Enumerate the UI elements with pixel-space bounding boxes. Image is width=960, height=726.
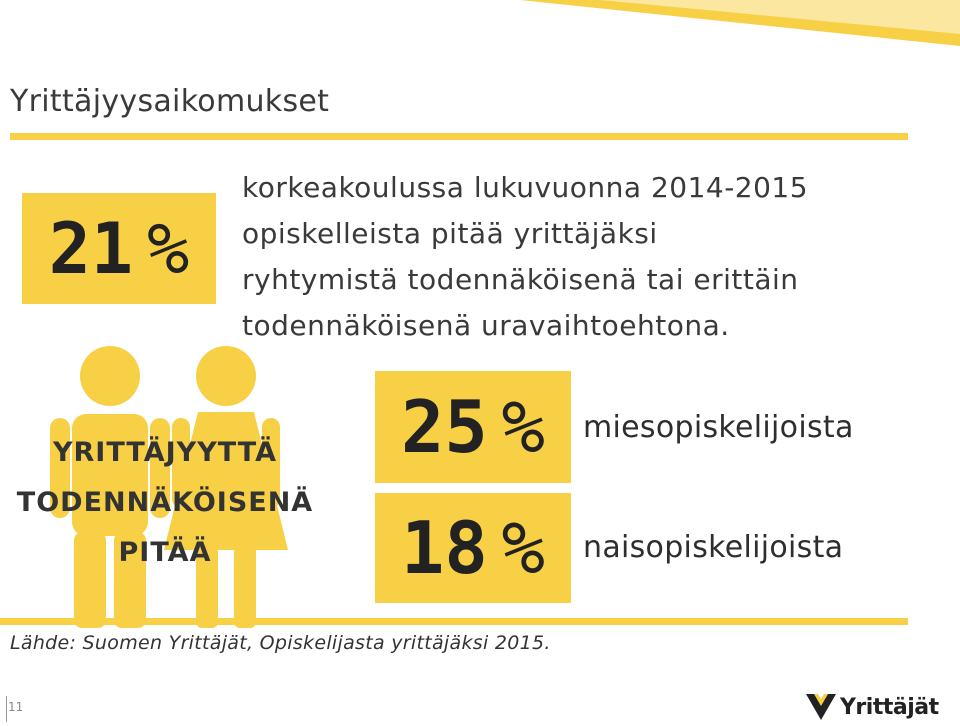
description-line: opiskelleista pitää yrittäjäksi xyxy=(242,217,658,250)
page-title: Yrittäjyysaikomukset xyxy=(10,84,330,119)
female-percentage-badge: 18 % xyxy=(375,493,571,603)
male-figure-icon xyxy=(50,346,170,628)
main-percentage-value: 21 xyxy=(48,207,134,290)
yrittajat-logo-icon xyxy=(806,694,836,720)
title-underline xyxy=(10,133,908,140)
female-percentage-sign: % xyxy=(501,506,546,590)
source-citation: Lähde: Suomen Yrittäjät, Opiskelijasta y… xyxy=(10,632,551,654)
male-students-label: miesopiskelijoista xyxy=(583,410,854,445)
description-line: korkeakoulussa lukuvuonna 2014-2015 xyxy=(242,171,809,204)
logo-text: Yrittäjät xyxy=(840,694,939,720)
description-line: ryhtymistä todennäköisenä tai erittäin xyxy=(242,263,799,296)
description-line: todennäköisenä uravaihtoehtona. xyxy=(242,309,730,342)
caption-line: YRITTÄJYYTTÄ xyxy=(52,437,278,468)
female-figure-icon xyxy=(164,346,288,628)
figure-caption: YRITTÄJYYTTÄ TODENNÄKÖISENÄ PITÄÄ xyxy=(0,428,330,578)
caption-line: PITÄÄ xyxy=(118,537,212,568)
male-percentage-sign: % xyxy=(501,385,546,469)
female-students-label: naisopiskelijoista xyxy=(583,530,844,565)
main-percentage-badge: 21 % xyxy=(22,193,216,304)
male-percentage-badge: 25 % xyxy=(375,371,571,483)
female-percentage-value: 18 xyxy=(400,506,488,590)
main-stat-description: korkeakoulussa lukuvuonna 2014-2015 opis… xyxy=(242,165,942,349)
top-decorative-stripe xyxy=(520,0,960,46)
male-percentage-value: 25 xyxy=(400,385,488,469)
footer-rule xyxy=(0,618,908,625)
page-number-divider xyxy=(6,696,7,722)
main-percentage-sign: % xyxy=(147,207,190,290)
caption-line: TODENNÄKÖISENÄ xyxy=(16,487,314,518)
people-illustration xyxy=(50,346,288,628)
yrittajat-logo: Yrittäjät xyxy=(806,694,939,720)
page-number: 11 xyxy=(8,700,24,714)
